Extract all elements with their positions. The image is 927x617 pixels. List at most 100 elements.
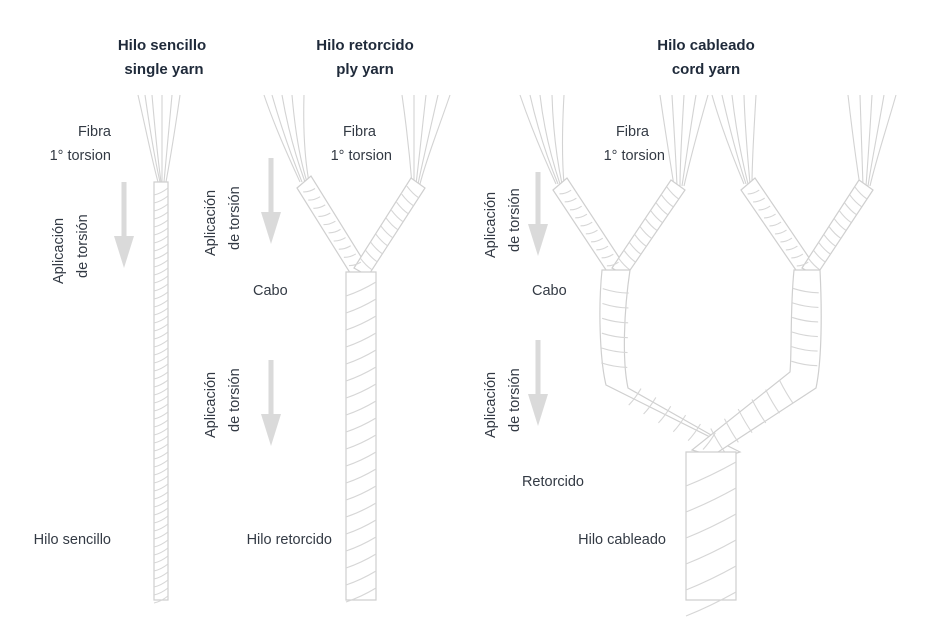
twist-line bbox=[345, 553, 377, 569]
twist-line bbox=[807, 257, 821, 271]
label-aplicacion-5a: Aplicación bbox=[483, 372, 499, 438]
twist-line bbox=[345, 485, 377, 501]
twist-line bbox=[765, 389, 780, 414]
twist-line bbox=[153, 555, 169, 564]
twist-line bbox=[406, 185, 419, 199]
title-ply-en: ply yarn bbox=[336, 61, 394, 78]
fibers-cord-2 bbox=[659, 94, 709, 187]
ply-yarn-twists bbox=[345, 281, 377, 603]
single-yarn-twists bbox=[153, 187, 169, 604]
twist-line bbox=[628, 242, 642, 255]
twist-line bbox=[308, 196, 321, 201]
fibers-ply-left bbox=[263, 94, 310, 183]
twist-line bbox=[813, 250, 826, 263]
twist-line bbox=[153, 419, 169, 428]
twist-line bbox=[710, 428, 726, 453]
twist-line bbox=[661, 194, 674, 208]
twist-line bbox=[153, 235, 169, 244]
twist-line bbox=[345, 298, 377, 314]
label-aplicacion-2b: de torsión bbox=[227, 186, 243, 250]
twist-line bbox=[643, 397, 657, 415]
twist-line bbox=[791, 360, 818, 367]
fibers-cord-4 bbox=[847, 94, 897, 187]
twist-line bbox=[153, 211, 169, 220]
twist-line bbox=[559, 189, 572, 195]
twist-line bbox=[153, 371, 169, 380]
title-ply-es: Hilo retorcido bbox=[316, 37, 414, 54]
twist-line bbox=[153, 243, 169, 252]
twist-line bbox=[575, 213, 588, 219]
twist-line bbox=[313, 204, 326, 209]
twist-line bbox=[655, 202, 669, 216]
cord-strand-3 bbox=[740, 177, 817, 277]
twist-line bbox=[685, 513, 737, 539]
twist-line bbox=[153, 339, 169, 348]
twist-line bbox=[685, 565, 737, 591]
twist-line bbox=[345, 383, 377, 399]
label-hilo-retorcido: Hilo retorcido bbox=[247, 532, 332, 548]
label-aplicacion-3b: de torsión bbox=[227, 368, 243, 432]
twist-line bbox=[818, 242, 831, 255]
label-cabo-2: Cabo bbox=[253, 283, 288, 299]
twist-line bbox=[833, 218, 847, 231]
twist-line bbox=[345, 281, 377, 297]
twist-line bbox=[153, 547, 169, 556]
twist-line bbox=[153, 467, 169, 476]
twist-line bbox=[791, 331, 818, 338]
twist-line bbox=[666, 186, 679, 200]
label-aplicacion-3a: Aplicación bbox=[203, 372, 219, 438]
twist-line bbox=[345, 587, 377, 603]
cord-strand-4 bbox=[801, 179, 874, 277]
twist-line bbox=[153, 539, 169, 548]
twist-line bbox=[685, 539, 737, 565]
twist-line bbox=[396, 201, 409, 215]
twist-line bbox=[390, 209, 404, 223]
twist-line bbox=[153, 227, 169, 236]
twist-line bbox=[601, 332, 628, 339]
twist-line bbox=[685, 487, 737, 513]
twist-line bbox=[328, 228, 341, 234]
arrow-ply-2 bbox=[261, 360, 281, 446]
fibers-cord-3 bbox=[711, 94, 757, 185]
twist-line bbox=[791, 316, 819, 323]
cord-strand-2 bbox=[611, 179, 686, 277]
twist-line bbox=[601, 253, 614, 259]
cord-strand-twists bbox=[559, 186, 867, 271]
twist-line bbox=[644, 218, 658, 231]
arrow-cord-2 bbox=[528, 340, 548, 426]
twist-line bbox=[580, 221, 593, 227]
label-torsion-2: 1° torsion bbox=[331, 148, 392, 164]
twist-line bbox=[792, 287, 819, 294]
twist-line bbox=[650, 210, 663, 224]
label-aplicacion-4b: de torsión bbox=[507, 188, 523, 252]
twist-line bbox=[764, 213, 776, 219]
twist-line bbox=[618, 257, 631, 271]
fibers-single bbox=[137, 94, 181, 183]
twist-line bbox=[685, 461, 737, 487]
label-hilo-cableado: Hilo cableado bbox=[578, 532, 666, 548]
twist-line bbox=[153, 435, 169, 444]
twist-line bbox=[828, 226, 842, 239]
twist-line bbox=[153, 459, 169, 468]
twist-line bbox=[753, 197, 766, 203]
single-yarn bbox=[153, 181, 169, 601]
twist-line bbox=[844, 202, 857, 216]
twist-line bbox=[153, 587, 169, 596]
twist-line bbox=[153, 387, 169, 396]
twist-line bbox=[153, 299, 169, 308]
label-aplicacion-1a: Aplicación bbox=[51, 218, 67, 284]
single-yarn-drawing bbox=[137, 94, 181, 604]
twist-line bbox=[348, 261, 362, 267]
title-single-es: Hilo sencillo bbox=[118, 37, 206, 54]
twist-line bbox=[585, 229, 598, 235]
twist-line bbox=[401, 193, 414, 207]
twist-line bbox=[601, 347, 628, 354]
twist-line bbox=[333, 237, 346, 242]
label-aplicacion-5b: de torsión bbox=[507, 368, 523, 432]
twist-line bbox=[780, 237, 793, 243]
label-fibra-2: Fibra bbox=[343, 124, 377, 140]
twist-line bbox=[153, 579, 169, 588]
twist-line bbox=[153, 571, 169, 580]
cord-yarn bbox=[685, 451, 737, 601]
